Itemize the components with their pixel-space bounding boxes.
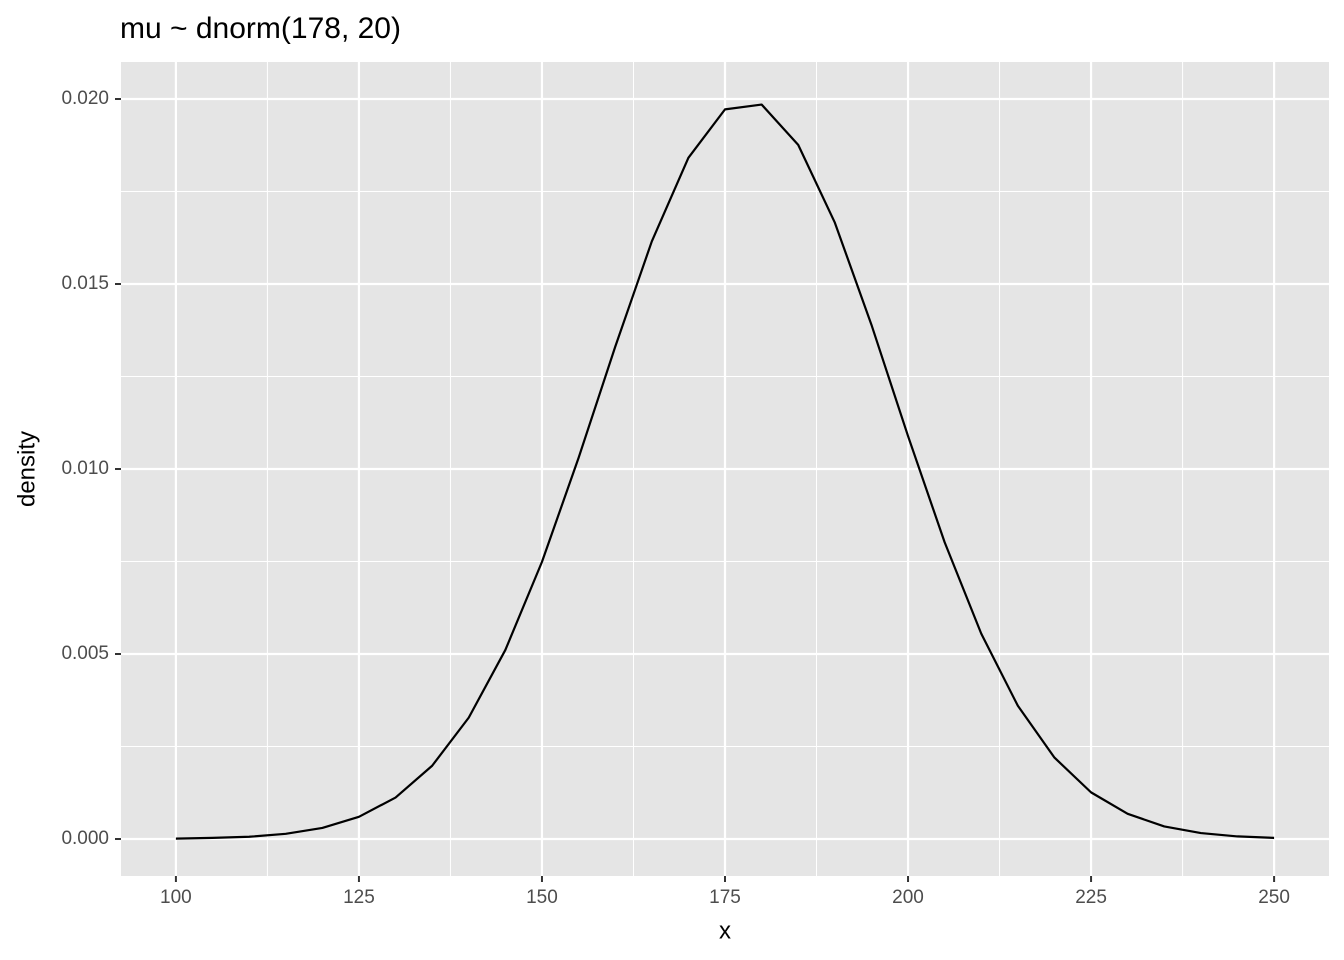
y-axis-title: density [13,431,40,507]
y-tick-label: 0.005 [61,643,109,664]
y-tick-label: 0.020 [61,88,109,109]
x-axis-title: x [719,917,731,944]
y-tick-label: 0.010 [61,458,109,479]
density-line [175,103,1275,840]
x-tick-label: 225 [1075,887,1107,908]
x-tick-label: 125 [343,887,375,908]
y-tick-label: 0.000 [61,828,109,849]
chart-title: mu ~ dnorm(178, 20) [120,12,401,45]
x-tick-label: 100 [160,887,192,908]
x-tick-label: 175 [709,887,741,908]
x-tick-label: 150 [526,887,558,908]
y-tick-label: 0.015 [61,273,109,294]
x-tick-label: 200 [892,887,924,908]
x-tick-label: 250 [1258,887,1290,908]
